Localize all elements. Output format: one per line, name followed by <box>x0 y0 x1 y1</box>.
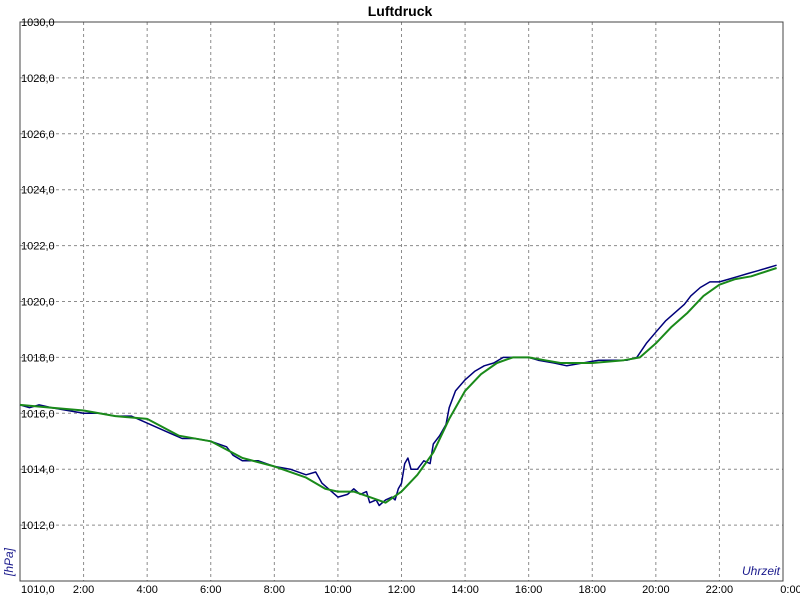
series-line-1 <box>19 267 777 504</box>
y-tick-label-4: 1018,0 <box>21 352 55 364</box>
y-tick-label-10: 1030,0 <box>21 17 55 29</box>
x-axis-ticks: 2:00 4:00 6:00 8:00 10:00 12:00 14:00 16:00 18:0… <box>73 584 800 596</box>
x-tick-label-2: 6:00 <box>200 584 221 596</box>
y-axis-ticks: 1010,0 1012,0 1014,0 1016,0 1018,0 1020,0 1022… <box>21 17 55 596</box>
x-tick-label-1: 4:00 <box>136 584 157 596</box>
chart-title: Luftdruck <box>368 3 433 19</box>
x-tick-label-3: 8:00 <box>264 584 285 596</box>
x-tick-label-6: 14:00 <box>451 584 479 596</box>
plot-frame <box>19 21 784 582</box>
x-tick-label-8: 18:00 <box>578 584 606 596</box>
series-layer <box>19 264 777 507</box>
x-axis-label: Uhrzeit <box>742 564 781 578</box>
y-tick-label-3: 1016,0 <box>21 408 55 420</box>
x-tick-label-11: 0:00 <box>780 584 800 596</box>
x-tick-label-7: 16:00 <box>515 584 543 596</box>
y-axis-label: [hPa] <box>2 547 16 577</box>
y-tick-label-5: 1020,0 <box>21 297 55 309</box>
x-tick-label-0: 2:00 <box>73 584 94 596</box>
y-tick-label-6: 1022,0 <box>21 241 55 253</box>
y-tick-label-2: 1014,0 <box>21 464 55 476</box>
y-tick-label-9: 1028,0 <box>21 73 55 85</box>
x-tick-label-10: 22:00 <box>706 584 734 596</box>
y-tick-label-8: 1026,0 <box>21 129 55 141</box>
y-tick-label-1: 1012,0 <box>21 520 55 532</box>
x-tick-label-4: 10:00 <box>324 584 352 596</box>
y-tick-label-0: 1010,0 <box>21 584 55 596</box>
x-tick-label-5: 12:00 <box>388 584 416 596</box>
x-tick-label-9: 20:00 <box>642 584 670 596</box>
grid <box>20 22 783 581</box>
y-tick-label-7: 1024,0 <box>21 185 55 197</box>
